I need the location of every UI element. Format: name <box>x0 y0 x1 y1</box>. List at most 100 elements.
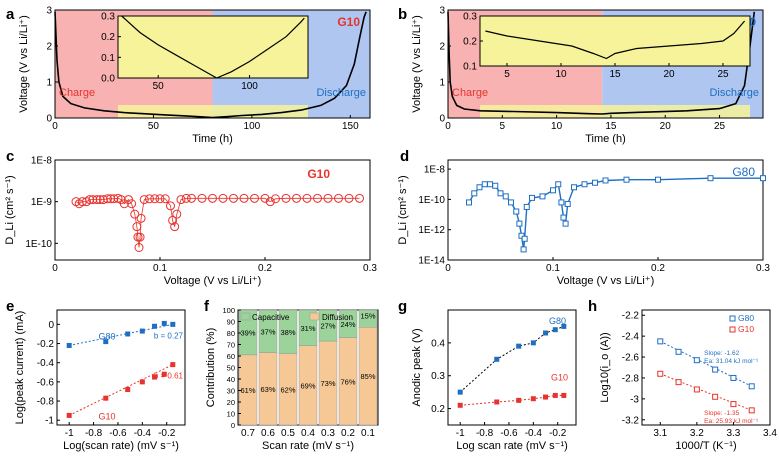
e-data-point <box>152 374 158 380</box>
g-ytick-label: 0.2 <box>431 404 445 415</box>
c-sample-title: G10 <box>307 167 330 181</box>
d-data-point <box>623 176 630 183</box>
b-inset-xtick-label: 20 <box>663 69 675 80</box>
d-data-point <box>529 194 535 201</box>
c-data-point <box>127 199 137 209</box>
f-ytick-label: 40 <box>227 375 235 384</box>
c-data-point <box>281 193 291 203</box>
panel-label-g: g <box>398 298 407 315</box>
f-bar-label-capacitive: 27% <box>320 322 335 331</box>
g-data-point <box>561 323 567 329</box>
h-data-point <box>693 357 700 364</box>
c-data-point <box>344 193 354 203</box>
e-ytick-label: -0.6 <box>37 377 55 388</box>
g-ytick-label: 0.3 <box>431 371 445 382</box>
h-legend-marker-G10 <box>729 326 736 333</box>
c-data-point <box>130 209 140 219</box>
f-legend-swatch-capacitive <box>240 312 251 321</box>
panel-label-h: h <box>588 298 597 315</box>
b-zoom-band <box>480 105 750 118</box>
f-ytick-label: 70 <box>227 341 235 350</box>
h-ytick-label: -3 <box>630 394 639 405</box>
f-bar-label-capacitive: 38% <box>280 328 295 337</box>
a-ytick-label: 1 <box>46 78 52 89</box>
h-slope-G10: Slope: -1.35 <box>704 410 739 417</box>
f-ytick-label: 0 <box>231 421 235 430</box>
g-data-point <box>552 327 558 333</box>
c-data-point <box>155 194 165 204</box>
d-xtick-label: 0.3 <box>756 263 770 274</box>
d-data-point <box>516 220 523 227</box>
panel-label-d: d <box>400 148 409 165</box>
b-ytick-label: 1 <box>439 78 445 89</box>
c-data-point <box>334 193 343 203</box>
c-data-point <box>98 195 108 205</box>
f-ylabel: Contribution (%) <box>205 328 217 407</box>
panel-label-b: b <box>398 6 407 23</box>
f-ytick-label: 100 <box>222 306 235 315</box>
d-sample-title: G80 <box>732 165 755 179</box>
f-bar-label-diffusion: 76% <box>340 377 355 386</box>
h-data-point <box>730 374 737 381</box>
d-data-point <box>560 214 567 221</box>
b-xtick-label: 15 <box>605 121 617 132</box>
f-xtick-label: 0.4 <box>301 428 315 439</box>
b-xlabel: Time (h) <box>585 133 626 145</box>
g-data-point <box>494 356 500 362</box>
c-ytick-label: 1E-10 <box>25 239 52 250</box>
c-data-point <box>260 193 270 203</box>
h-data-point <box>675 379 682 386</box>
f-ytick-label: 90 <box>227 318 235 327</box>
h-legend-G80: G80 <box>738 313 754 323</box>
c-data-point <box>302 193 312 203</box>
g-data-point <box>516 343 522 349</box>
c-data-point <box>135 232 145 242</box>
e-data-point <box>125 387 131 393</box>
panel-label-f: f <box>204 298 210 315</box>
g-series-line <box>460 394 564 406</box>
d-data-point <box>581 181 588 188</box>
g-data-point <box>494 399 500 405</box>
a-inset-xtick-label: 100 <box>241 81 258 92</box>
c-axes-frame <box>54 159 371 261</box>
d-data-point <box>487 181 493 188</box>
a-inset-ytick-label: 0.3 <box>101 12 115 23</box>
e-fit-line <box>68 364 174 416</box>
b-discharge-label: Discharge <box>709 87 759 99</box>
h-xtick-label: 3.1 <box>653 428 667 439</box>
a-ylabel: Voltage (V vs Li/Li⁺) <box>18 15 30 113</box>
b-inset-xtick-label: 25 <box>717 69 729 80</box>
f-ytick-label: 80 <box>227 329 235 338</box>
f-legend-swatch-diffusion <box>309 312 320 321</box>
c-data-point <box>92 195 102 205</box>
c-data-point <box>150 194 160 204</box>
b-ytick-label: 2 <box>439 42 445 53</box>
e-b-value-G80: b = 0.27 <box>154 331 184 340</box>
f-bar-label-capacitive: 24% <box>340 320 355 329</box>
e-data-point <box>125 331 131 337</box>
h-fit-line <box>660 373 752 411</box>
d-data-point <box>521 235 528 242</box>
f-bar-label-diffusion: 85% <box>360 372 375 381</box>
f-bar-capacitive <box>238 309 258 356</box>
e-xtick-label: -0.6 <box>109 428 127 439</box>
f-bar-label-diffusion: 62% <box>280 385 295 394</box>
h-legend-G10: G10 <box>738 324 754 334</box>
g-xtick-label: -0.8 <box>476 428 494 439</box>
f-bar-label-capacitive: 31% <box>300 324 315 333</box>
g-data-point <box>457 389 463 395</box>
f-ytick-label: 60 <box>227 352 235 361</box>
h-ytick-label: -2.2 <box>622 311 640 322</box>
f-bar-label-diffusion: 61% <box>240 386 255 395</box>
a-inset-line <box>121 15 305 79</box>
d-ytick-label: 1E-14 <box>418 256 445 267</box>
f-xtick-label: 0.5 <box>281 428 295 439</box>
f-bar-capacitive <box>278 309 298 354</box>
e-data-point <box>103 339 109 345</box>
d-data-point <box>539 193 546 200</box>
b-ytick-label: 3 <box>439 6 445 17</box>
a-voltage-line <box>54 11 367 119</box>
g-xlabel: Log scan rate (mV s⁻¹) <box>456 440 568 452</box>
c-data-point <box>313 193 322 203</box>
e-ylabel: Log(peak current) (mA) <box>14 311 26 425</box>
